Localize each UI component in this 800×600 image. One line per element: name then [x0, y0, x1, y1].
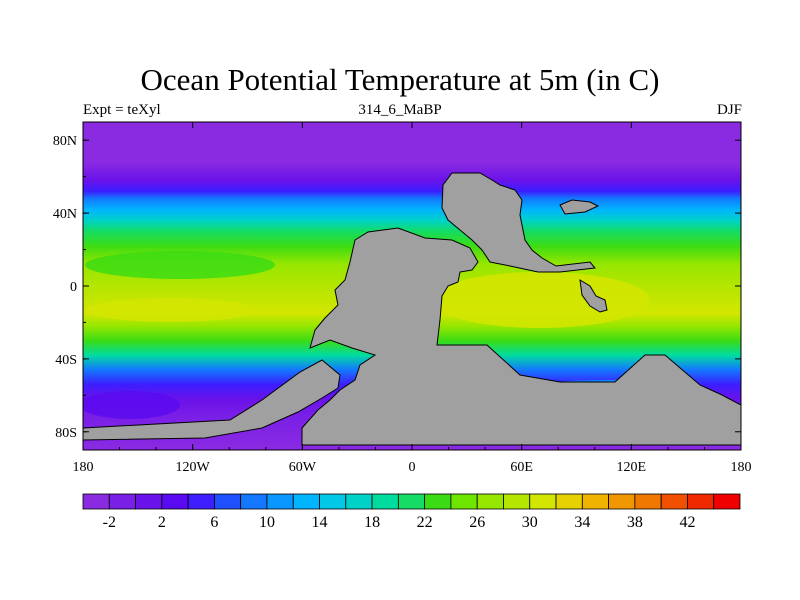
colorbar-swatch [187, 493, 215, 510]
colorbar-swatch [608, 493, 636, 510]
colorbar-swatch [529, 493, 557, 510]
southeast-island [579, 279, 608, 313]
colorbar-swatch [266, 493, 294, 510]
colorbar-swatch [135, 493, 163, 510]
colorbar-label: 18 [364, 514, 380, 531]
colorbar-swatch [634, 493, 662, 510]
colorbar-swatch [687, 493, 715, 510]
y-tick-label: 80S [55, 426, 77, 441]
season-label: DJF [716, 102, 742, 118]
colorbar-swatch [660, 493, 688, 510]
colorbar-swatch [345, 493, 373, 510]
colorbar-swatch [555, 493, 583, 510]
colorbar-label: -2 [103, 514, 116, 531]
south-pacific-warm-pool [85, 298, 255, 322]
colorbar-swatch [476, 493, 504, 510]
pangea-main-landmass [301, 227, 742, 446]
colorbar-swatch [581, 493, 610, 510]
x-tick-label: 120E [617, 460, 647, 475]
period-label: 314_6_MaBP [358, 102, 442, 118]
experiment-label: Expt = teXyl [83, 102, 161, 118]
colorbar-swatch [82, 493, 110, 510]
y-tick-label: 80N [53, 134, 77, 149]
landmasses [82, 172, 742, 446]
x-axis: 180 120W 60W 0 60E 120E 180 [73, 122, 752, 475]
x-tick-label: 60W [289, 460, 317, 475]
southern-cold-patch [83, 391, 180, 419]
colorbar-label: 26 [469, 514, 485, 531]
north-pacific-warm-tongue [85, 251, 275, 279]
colorbar-label: 10 [259, 514, 275, 531]
map-title: Ocean Potential Temperature at 5m (in C) [140, 62, 660, 97]
colorbar-swatch [503, 493, 531, 510]
colorbar-swatch [371, 493, 399, 510]
colorbar-swatch [397, 493, 426, 510]
tethys-warm-pool [430, 272, 650, 328]
map-panel [82, 121, 742, 451]
northern-island [559, 199, 600, 215]
x-tick-label: 60E [510, 460, 533, 475]
colorbar-label: 14 [312, 514, 328, 531]
y-tick-label: 0 [70, 280, 77, 295]
colorbar-swatch [161, 493, 189, 510]
colorbar-label: 2 [158, 514, 166, 531]
colorbar-label: 38 [627, 514, 643, 531]
colorbar-swatch [424, 493, 452, 510]
colorbar-label: 34 [574, 514, 590, 531]
x-tick-label: 180 [73, 460, 94, 475]
x-tick-label: 180 [731, 460, 752, 475]
x-tick-label: 120W [176, 460, 211, 475]
colorbar-swatch [240, 493, 268, 510]
x-tick-label: 0 [409, 460, 416, 475]
colorbar-swatch [713, 493, 741, 510]
southern-land-strip [82, 359, 341, 441]
colorbar-swatch [108, 493, 136, 510]
y-tick-label: 40N [53, 207, 77, 222]
colorbar-swatch [450, 493, 478, 510]
laurasia-northeast-landmass [441, 172, 596, 273]
colorbar-swatch [292, 493, 320, 510]
colorbar: -2 2 6 10 14 18 22 26 30 34 38 42 [82, 493, 741, 531]
colorbar-label: 22 [417, 514, 433, 531]
colorbar-label: 30 [522, 514, 538, 531]
y-tick-label: 40S [55, 353, 77, 368]
colorbar-swatch [213, 493, 242, 510]
colorbar-label: 42 [679, 514, 695, 531]
colorbar-swatch [319, 493, 347, 510]
colorbar-label: 6 [210, 514, 218, 531]
y-axis: 80N 40N 0 40S 80S [53, 134, 741, 441]
